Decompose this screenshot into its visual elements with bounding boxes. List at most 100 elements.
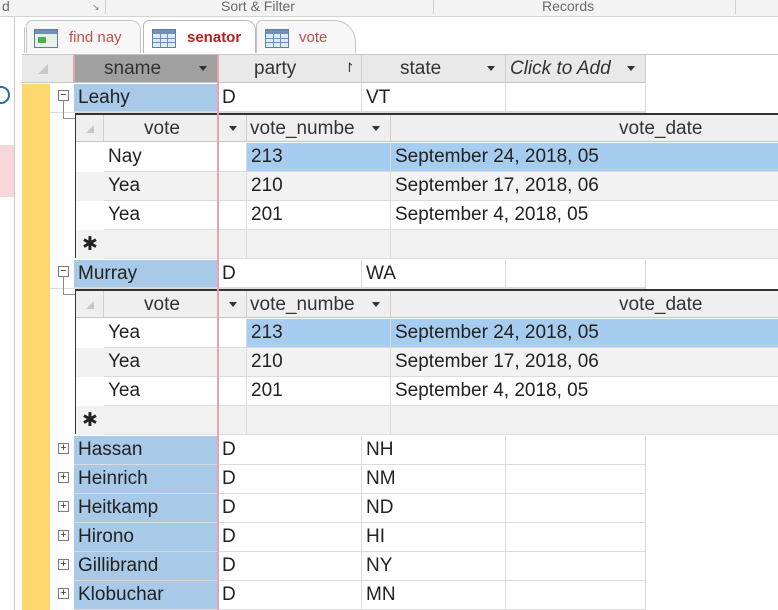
table-row[interactable]: + Heinrich D NM	[22, 465, 778, 494]
subcolumn-header-vote-date[interactable]: vote_date	[391, 115, 778, 142]
cell-sname[interactable]: Heitkamp	[74, 494, 218, 523]
cell-vote-number[interactable]: 201	[247, 201, 391, 230]
nav-selected-object[interactable]	[0, 145, 14, 197]
cell-vote-number[interactable]: 210	[247, 172, 391, 201]
select-all-corner[interactable]	[22, 55, 74, 83]
cell-sname[interactable]: Klobuchar	[74, 581, 218, 610]
cell-empty[interactable]	[506, 84, 646, 112]
subdatasheet-corner[interactable]	[76, 291, 104, 318]
sort-ascending-icon[interactable]: ↾	[344, 60, 355, 75]
cell-vote[interactable]: Nay	[104, 143, 247, 172]
expand-icon[interactable]: +	[58, 443, 69, 454]
table-row[interactable]: + Klobuchar D MN	[22, 581, 778, 610]
table-row[interactable]: + Hassan D NH	[22, 436, 778, 465]
table-row[interactable]: − Leahy D VT	[22, 84, 778, 113]
expand-icon[interactable]: +	[58, 472, 69, 483]
cell-empty[interactable]	[506, 581, 646, 610]
search-icon[interactable]	[0, 86, 10, 104]
cell-empty[interactable]	[104, 230, 247, 259]
cell-vote-date[interactable]: September 24, 2018, 05	[391, 143, 778, 172]
dropdown-arrow-icon[interactable]	[487, 66, 495, 71]
cell-vote-number[interactable]: 213	[247, 143, 391, 172]
table-row[interactable]: Yea 213 September 24, 2018, 05	[76, 319, 778, 348]
cell-sname[interactable]: Murray	[74, 260, 218, 288]
table-row[interactable]: Nay 213 September 24, 2018, 05	[76, 143, 778, 172]
cell-vote-date[interactable]: September 4, 2018, 05	[391, 201, 778, 230]
cell-vote-date[interactable]: September 4, 2018, 05	[391, 377, 778, 406]
expand-icon[interactable]: +	[58, 501, 69, 512]
cell-empty[interactable]	[391, 406, 778, 435]
cell-vote-number[interactable]: 201	[247, 377, 391, 406]
cell-vote[interactable]: Yea	[104, 201, 247, 230]
cell-vote-date[interactable]: September 17, 2018, 06	[391, 172, 778, 201]
cell-vote[interactable]: Yea	[104, 319, 247, 348]
cell-sname[interactable]: Hirono	[74, 523, 218, 552]
subcolumn-header-vote[interactable]: vote	[104, 115, 247, 142]
cell-empty[interactable]	[506, 465, 646, 494]
cell-party[interactable]: D	[218, 260, 362, 288]
dropdown-arrow-icon[interactable]	[372, 302, 380, 307]
cell-party[interactable]: D	[218, 581, 362, 610]
new-record-row[interactable]: ✱	[76, 406, 778, 435]
cell-empty[interactable]	[247, 230, 391, 259]
cell-vote-number[interactable]: 213	[247, 319, 391, 348]
cell-sname[interactable]: Hassan	[74, 436, 218, 465]
cell-party[interactable]: D	[218, 436, 362, 465]
column-header-party[interactable]: party ↾	[218, 55, 362, 83]
subcolumn-header-vote-number[interactable]: vote_numbe	[247, 115, 391, 142]
dropdown-arrow-icon[interactable]	[229, 126, 237, 131]
column-header-state[interactable]: state	[362, 55, 506, 83]
tab-vote[interactable]: vote	[256, 20, 356, 53]
cell-empty[interactable]	[506, 523, 646, 552]
cell-vote[interactable]: Yea	[104, 348, 247, 377]
expand-icon[interactable]: +	[58, 559, 69, 570]
cell-state[interactable]: ND	[362, 494, 506, 523]
cell-vote-number[interactable]: 210	[247, 348, 391, 377]
subcolumn-header-vote-number[interactable]: vote_numbe	[247, 291, 391, 318]
cell-party[interactable]: D	[218, 552, 362, 581]
cell-empty[interactable]	[391, 230, 778, 259]
cell-empty[interactable]	[506, 494, 646, 523]
cell-party[interactable]: D	[218, 84, 362, 112]
cell-empty[interactable]	[506, 552, 646, 581]
cell-empty[interactable]	[104, 406, 247, 435]
cell-state[interactable]: NH	[362, 436, 506, 465]
navigation-pane[interactable]	[0, 17, 15, 610]
cell-vote[interactable]: Yea	[104, 172, 247, 201]
cell-empty[interactable]	[506, 436, 646, 465]
subcolumn-header-vote-date[interactable]: vote_date	[391, 291, 778, 318]
new-record-row[interactable]: ✱	[76, 230, 778, 259]
cell-empty[interactable]	[506, 260, 646, 288]
expand-icon[interactable]: +	[58, 530, 69, 541]
table-row[interactable]: + Hirono D HI	[22, 523, 778, 552]
table-row[interactable]: Yea 201 September 4, 2018, 05	[76, 377, 778, 406]
table-row[interactable]: + Heitkamp D ND	[22, 494, 778, 523]
table-row[interactable]: Yea 210 September 17, 2018, 06	[76, 172, 778, 201]
table-row[interactable]: Yea 210 September 17, 2018, 06	[76, 348, 778, 377]
cell-state[interactable]: MN	[362, 581, 506, 610]
expand-icon[interactable]: +	[58, 588, 69, 599]
cell-sname[interactable]: Leahy	[74, 84, 218, 112]
tab-senator[interactable]: senator	[143, 20, 256, 53]
cell-empty[interactable]	[247, 406, 391, 435]
cell-state[interactable]: VT	[362, 84, 506, 112]
cell-party[interactable]: D	[218, 523, 362, 552]
column-header-click-to-add[interactable]: Click to Add	[506, 55, 646, 83]
cell-state[interactable]: HI	[362, 523, 506, 552]
table-row[interactable]: − Murray D WA	[22, 260, 778, 289]
dropdown-arrow-icon[interactable]	[372, 126, 380, 131]
cell-vote[interactable]: Yea	[104, 377, 247, 406]
record-selector-column[interactable]	[22, 84, 50, 610]
cell-sname[interactable]: Heinrich	[74, 465, 218, 494]
cell-state[interactable]: WA	[362, 260, 506, 288]
cell-state[interactable]: NM	[362, 465, 506, 494]
dropdown-arrow-icon[interactable]	[199, 66, 207, 71]
subcolumn-header-vote[interactable]: vote	[104, 291, 247, 318]
table-row[interactable]: + Gillibrand D NY	[22, 552, 778, 581]
cell-vote-date[interactable]: September 17, 2018, 06	[391, 348, 778, 377]
table-row[interactable]: Yea 201 September 4, 2018, 05	[76, 201, 778, 230]
column-header-sname[interactable]: sname	[74, 55, 218, 83]
dropdown-arrow-icon[interactable]	[229, 302, 237, 307]
cell-sname[interactable]: Gillibrand	[74, 552, 218, 581]
cell-party[interactable]: D	[218, 494, 362, 523]
